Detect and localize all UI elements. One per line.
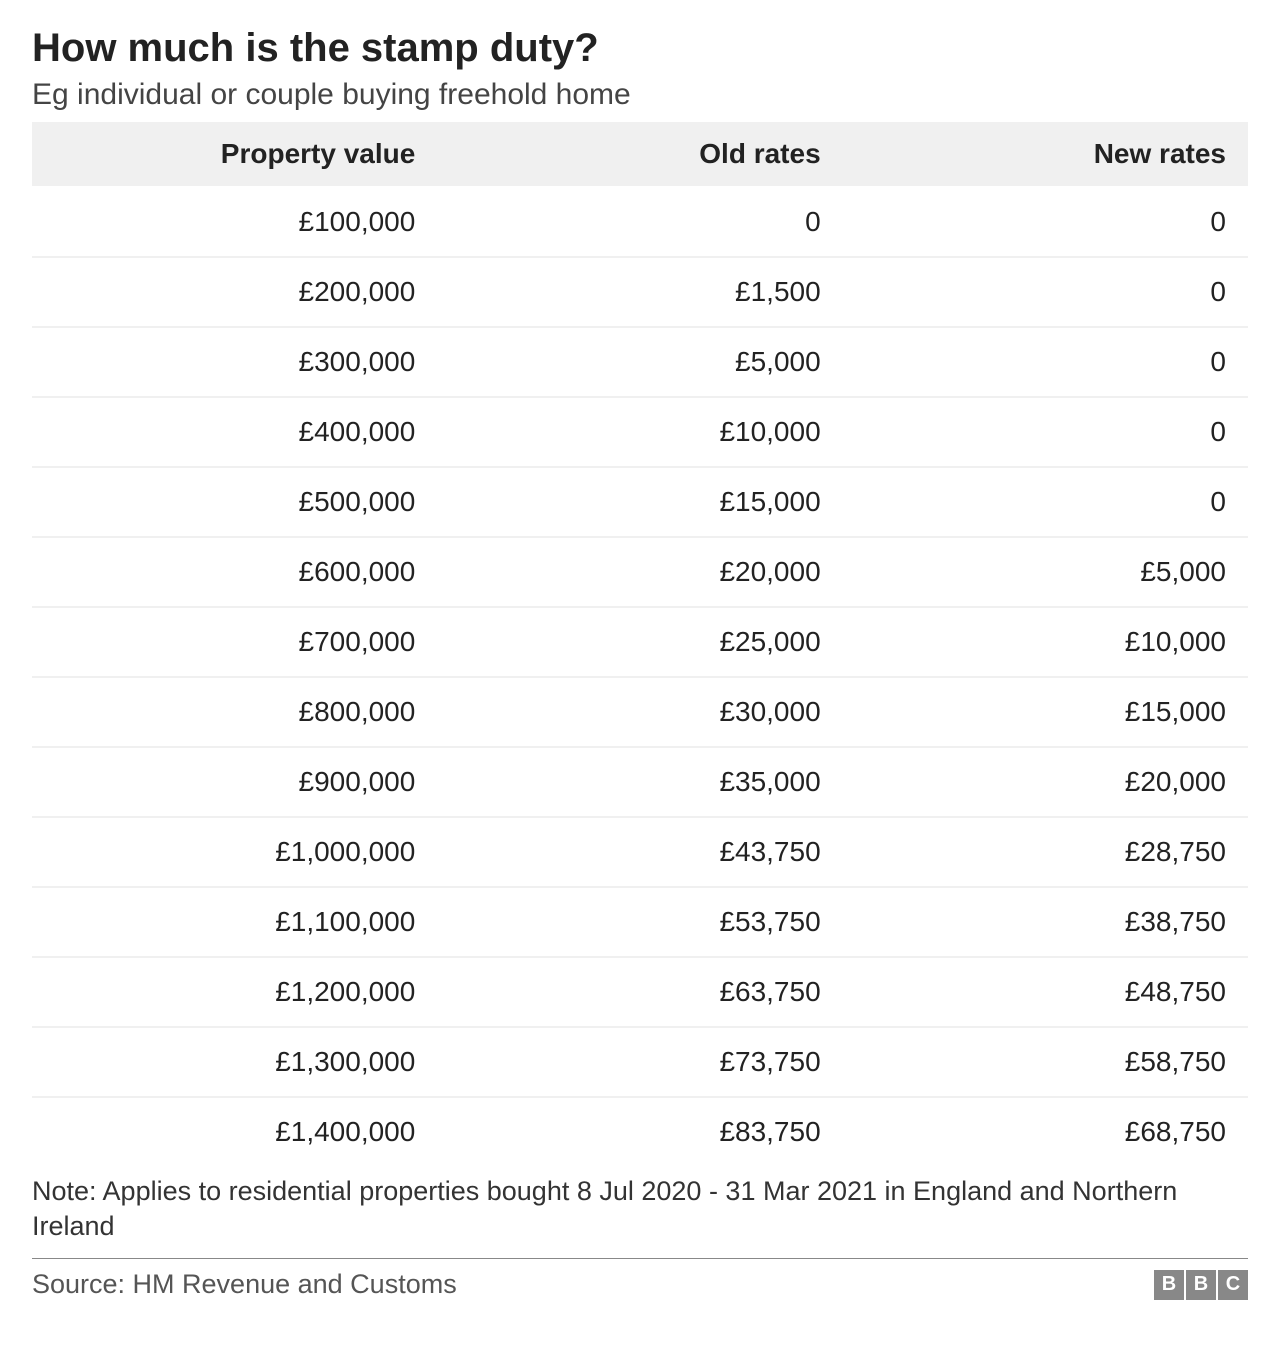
table-row: £900,000£35,000£20,000 bbox=[32, 747, 1248, 817]
table-cell: £1,000,000 bbox=[32, 817, 437, 887]
table-cell: 0 bbox=[437, 187, 842, 257]
logo-letter: B bbox=[1186, 1270, 1216, 1300]
table-cell: £1,200,000 bbox=[32, 957, 437, 1027]
table-cell: £700,000 bbox=[32, 607, 437, 677]
table-cell: £73,750 bbox=[437, 1027, 842, 1097]
stamp-duty-table: Property value Old rates New rates £100,… bbox=[32, 122, 1248, 1166]
table-cell: £1,400,000 bbox=[32, 1097, 437, 1166]
table-cell: £5,000 bbox=[843, 537, 1248, 607]
logo-letter: B bbox=[1154, 1270, 1184, 1300]
table-cell: £28,750 bbox=[843, 817, 1248, 887]
table-cell: £25,000 bbox=[437, 607, 842, 677]
table-cell: £68,750 bbox=[843, 1097, 1248, 1166]
table-cell: £800,000 bbox=[32, 677, 437, 747]
table-row: £1,200,000£63,750£48,750 bbox=[32, 957, 1248, 1027]
table-cell: £58,750 bbox=[843, 1027, 1248, 1097]
table-cell: £1,300,000 bbox=[32, 1027, 437, 1097]
table-cell: £30,000 bbox=[437, 677, 842, 747]
page-subtitle: Eg individual or couple buying freehold … bbox=[32, 78, 1248, 112]
table-cell: £300,000 bbox=[32, 327, 437, 397]
table-cell: £400,000 bbox=[32, 397, 437, 467]
column-header: New rates bbox=[843, 122, 1248, 187]
table-row: £800,000£30,000£15,000 bbox=[32, 677, 1248, 747]
table-cell: £900,000 bbox=[32, 747, 437, 817]
table-cell: £5,000 bbox=[437, 327, 842, 397]
table-row: £1,100,000£53,750£38,750 bbox=[32, 887, 1248, 957]
source-text: Source: HM Revenue and Customs bbox=[32, 1269, 457, 1300]
table-row: £200,000£1,5000 bbox=[32, 257, 1248, 327]
table-container: How much is the stamp duty? Eg individua… bbox=[32, 24, 1248, 1300]
table-cell: £15,000 bbox=[437, 467, 842, 537]
table-cell: 0 bbox=[843, 397, 1248, 467]
table-cell: £500,000 bbox=[32, 467, 437, 537]
table-cell: £15,000 bbox=[843, 677, 1248, 747]
logo-letter: C bbox=[1218, 1270, 1248, 1300]
table-row: £600,000£20,000£5,000 bbox=[32, 537, 1248, 607]
column-header: Old rates bbox=[437, 122, 842, 187]
note-text: Note: Applies to residential properties … bbox=[32, 1174, 1248, 1259]
table-cell: £38,750 bbox=[843, 887, 1248, 957]
table-cell: £43,750 bbox=[437, 817, 842, 887]
table-cell: £83,750 bbox=[437, 1097, 842, 1166]
table-cell: 0 bbox=[843, 257, 1248, 327]
table-cell: £10,000 bbox=[843, 607, 1248, 677]
table-cell: £1,100,000 bbox=[32, 887, 437, 957]
table-cell: 0 bbox=[843, 187, 1248, 257]
table-row: £500,000£15,0000 bbox=[32, 467, 1248, 537]
table-row: £1,000,000£43,750£28,750 bbox=[32, 817, 1248, 887]
table-row: £400,000£10,0000 bbox=[32, 397, 1248, 467]
bbc-logo: B B C bbox=[1154, 1270, 1248, 1300]
table-cell: £35,000 bbox=[437, 747, 842, 817]
table-cell: £63,750 bbox=[437, 957, 842, 1027]
table-cell: 0 bbox=[843, 467, 1248, 537]
page-title: How much is the stamp duty? bbox=[32, 24, 1248, 72]
table-cell: £53,750 bbox=[437, 887, 842, 957]
table-cell: £20,000 bbox=[437, 537, 842, 607]
table-row: £1,400,000£83,750£68,750 bbox=[32, 1097, 1248, 1166]
table-cell: £200,000 bbox=[32, 257, 437, 327]
table-cell: £1,500 bbox=[437, 257, 842, 327]
table-cell: £48,750 bbox=[843, 957, 1248, 1027]
table-row: £1,300,000£73,750£58,750 bbox=[32, 1027, 1248, 1097]
table-row: £100,00000 bbox=[32, 187, 1248, 257]
table-cell: £100,000 bbox=[32, 187, 437, 257]
table-header-row: Property value Old rates New rates bbox=[32, 122, 1248, 187]
column-header: Property value bbox=[32, 122, 437, 187]
footer: Source: HM Revenue and Customs B B C bbox=[32, 1269, 1248, 1300]
table-cell: 0 bbox=[843, 327, 1248, 397]
table-cell: £10,000 bbox=[437, 397, 842, 467]
table-cell: £20,000 bbox=[843, 747, 1248, 817]
table-row: £300,000£5,0000 bbox=[32, 327, 1248, 397]
table-cell: £600,000 bbox=[32, 537, 437, 607]
table-row: £700,000£25,000£10,000 bbox=[32, 607, 1248, 677]
